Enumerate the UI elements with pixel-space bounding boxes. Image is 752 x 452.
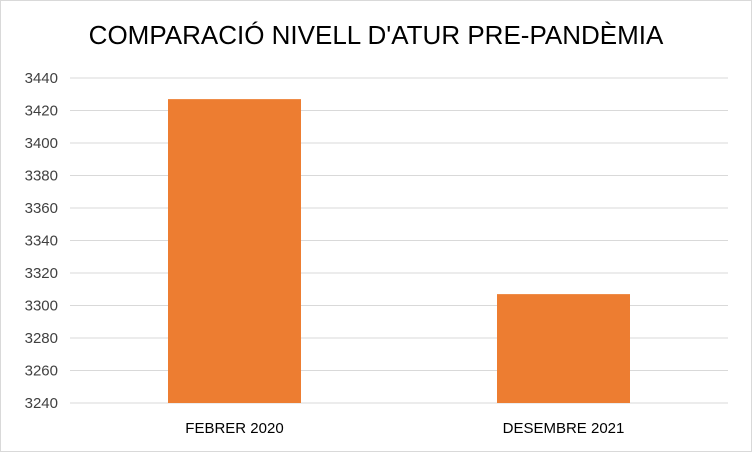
y-tick-label: 3320 — [25, 265, 58, 282]
y-tick-label: 3380 — [25, 168, 58, 185]
y-tick-label: 3240 — [25, 395, 58, 412]
y-tick-label: 3300 — [25, 298, 58, 315]
y-tick-label: 3340 — [25, 233, 58, 250]
y-axis-tick-labels: 3240 3260 3280 3300 3320 3340 3360 3380 3400 3420… — [25, 70, 58, 412]
y-tick-label: 3360 — [25, 200, 58, 217]
y-tick-label: 3260 — [25, 363, 58, 380]
x-category-label: FEBRER 2020 — [185, 420, 283, 437]
bar-1 — [168, 99, 301, 403]
chart-title: COMPARACIÓ NIVELL D'ATUR PRE-PANDÈMIA — [88, 20, 664, 50]
x-category-label: DESEMBRE 2021 — [503, 420, 625, 437]
y-tick-label: 3280 — [25, 330, 58, 347]
bar-2 — [497, 294, 630, 403]
bars — [168, 99, 630, 403]
y-tick-label: 3420 — [25, 103, 58, 120]
y-tick-label: 3440 — [25, 70, 58, 87]
y-tick-label: 3400 — [25, 135, 58, 152]
x-axis-category-labels: FEBRER 2020 DESEMBRE 2021 — [185, 420, 624, 437]
